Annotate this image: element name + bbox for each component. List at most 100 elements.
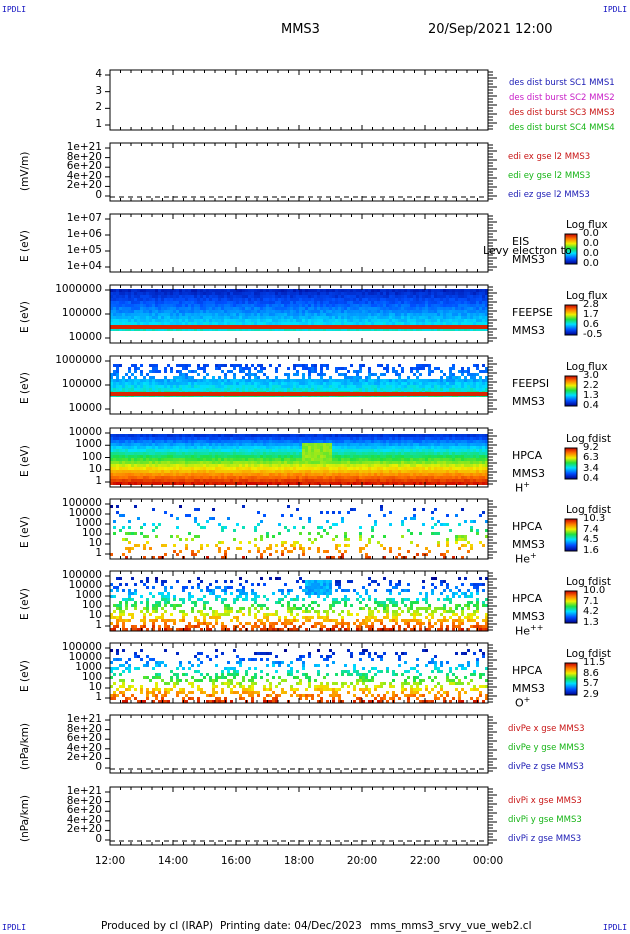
spectrogram-cell <box>155 313 158 316</box>
spectrogram-cell <box>125 322 128 325</box>
spectrogram-cell <box>287 382 290 385</box>
spectrogram-cell <box>368 310 371 313</box>
spectrogram-cell <box>119 464 122 467</box>
spectrogram-cell <box>125 473 128 476</box>
spectrogram-cell <box>209 449 212 452</box>
spectrogram-cell <box>362 301 365 304</box>
spectrogram-cell <box>116 388 119 391</box>
spectrogram-cell <box>449 304 452 307</box>
spectrogram-cell <box>191 307 194 310</box>
spectrogram-cell <box>425 322 428 325</box>
spectrogram-cell <box>404 292 407 295</box>
spectrogram-cell <box>128 322 131 325</box>
spectrogram-cell <box>146 479 149 482</box>
spectrogram-cell <box>443 292 446 295</box>
spectrogram-cell <box>113 440 116 443</box>
spectrogram-cell <box>299 464 302 467</box>
spectrogram-cell <box>134 316 137 319</box>
spectrogram-cell <box>152 388 155 391</box>
spectrogram-cell <box>116 325 119 329</box>
spectrogram-cell <box>188 464 191 467</box>
spectrogram-cell <box>134 376 137 379</box>
spectrogram-cell <box>422 292 425 295</box>
spectrogram-cell <box>149 298 152 301</box>
spectrogram-cell <box>266 455 269 458</box>
spectrogram-cell <box>116 319 119 322</box>
spectrogram-cell <box>365 289 368 292</box>
spectrogram-cell <box>233 319 236 322</box>
spectrogram-cell <box>230 382 233 385</box>
spectrogram-cell <box>326 313 329 316</box>
spectrogram-cell <box>116 470 119 473</box>
spectrogram-cell <box>212 385 215 388</box>
spectrogram-cell <box>110 382 113 385</box>
spectrogram-cell <box>152 292 155 295</box>
spectrogram-cell <box>335 322 338 325</box>
spectrogram-cell <box>122 470 125 473</box>
spectrogram-cell <box>296 464 299 467</box>
spectrogram-cell <box>245 379 248 382</box>
spectrogram-cell <box>119 385 122 388</box>
spectrogram-cell <box>311 385 314 388</box>
spectrogram-cell <box>284 298 287 301</box>
spectrogram-cell <box>269 470 272 473</box>
spectrogram-cell <box>179 379 182 382</box>
spectrogram-cell <box>326 449 329 452</box>
spectrogram-cell <box>317 470 320 473</box>
spectrogram-cell <box>350 292 353 295</box>
spectrogram-cell <box>446 388 449 391</box>
spectrogram-cell <box>275 464 278 467</box>
spectrogram-cell <box>110 385 113 388</box>
spectrogram-cell <box>137 385 140 388</box>
spectrogram-cell <box>449 289 452 292</box>
spectrogram-cell <box>275 310 278 313</box>
spectrogram-cell <box>233 449 236 452</box>
spectrogram-cell <box>215 464 218 467</box>
spectrogram-cell <box>326 325 329 329</box>
spectrogram-cell <box>347 304 350 307</box>
spectrogram-cell <box>155 455 158 458</box>
spectrogram-cell <box>149 443 152 446</box>
spectrogram-cell <box>308 307 311 310</box>
spectrogram-cell <box>116 298 119 301</box>
spectrogram-cell <box>278 479 281 482</box>
spectrogram-cell <box>131 373 134 376</box>
spectrogram-cell <box>404 313 407 316</box>
spectrogram-cell <box>320 452 323 455</box>
spectrogram-cell <box>278 470 281 473</box>
spectrogram-cell <box>368 385 371 388</box>
spectrogram-cell <box>146 464 149 467</box>
spectrogram-cell <box>455 382 458 385</box>
spectrogram-cell <box>290 446 293 449</box>
spectrogram-cell <box>266 470 269 473</box>
spectrogram-cell <box>173 310 176 313</box>
spectrogram-cell <box>257 307 260 310</box>
spectrogram-cell <box>383 307 386 310</box>
spectrogram-cell <box>281 464 284 467</box>
spectrogram-cell <box>464 382 467 385</box>
spectrogram-cell <box>281 434 284 437</box>
spectrogram-cell <box>473 304 476 307</box>
spectrogram-cell <box>272 307 275 310</box>
spectrogram-cell <box>134 304 137 307</box>
spectrogram-cell <box>155 379 158 382</box>
spectrogram-cell <box>221 464 224 467</box>
spectrogram-cell <box>260 364 263 367</box>
spectrogram-cell <box>116 301 119 304</box>
spectrogram-cell <box>416 295 419 298</box>
spectrogram-cell <box>179 370 182 373</box>
plot-datetime: 20/Sep/2021 12:00 <box>428 22 553 37</box>
spectrogram-cell <box>347 328 350 331</box>
spectrogram-cell <box>308 382 311 385</box>
burst-panel-frame <box>109 69 489 131</box>
spectrogram-cell <box>131 470 134 473</box>
spectrogram-cell <box>158 473 161 476</box>
spectrogram-cell <box>416 298 419 301</box>
spectrogram-cell <box>284 470 287 473</box>
spectrogram-cell <box>470 325 473 329</box>
spectrogram-cell <box>410 322 413 325</box>
spectrogram-cell <box>434 316 437 319</box>
spectrogram-cell <box>131 452 134 455</box>
spectrogram-cell <box>458 307 461 310</box>
spectrogram-cell <box>254 467 257 470</box>
